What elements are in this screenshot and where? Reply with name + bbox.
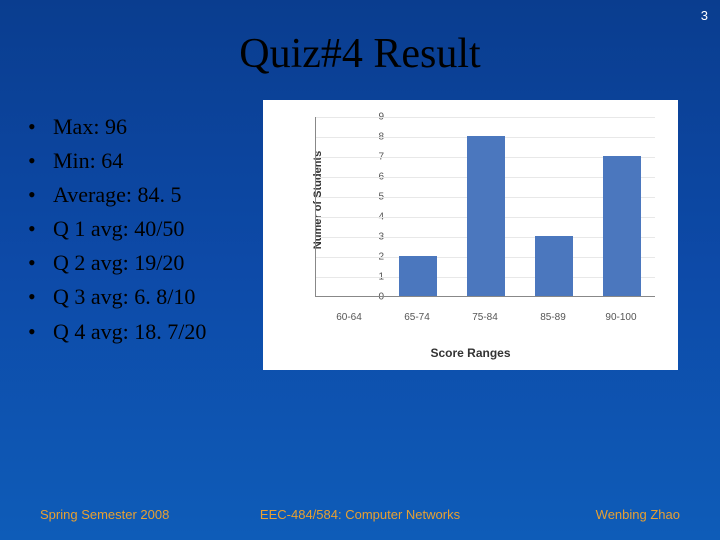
bullet-dot-icon: • [28,280,53,314]
page-title: Quiz#4 Result [0,30,720,78]
content-row: •Max: 96•Min: 64•Average: 84. 5•Q 1 avg:… [28,100,678,370]
bullet-dot-icon: • [28,144,53,178]
bullet-item: •Average: 84. 5 [28,178,253,212]
bullet-text: Max: 96 [53,110,127,144]
footer: Spring Semester 2008 EEC-484/584: Comput… [0,507,720,522]
plot-region [315,117,655,297]
bullet-item: •Q 2 avg: 19/20 [28,246,253,280]
bullet-item: •Q 3 avg: 6. 8/10 [28,280,253,314]
chart-area: 60-6465-7475-8485-8990-100 [315,112,655,312]
bullet-list: •Max: 96•Min: 64•Average: 84. 5•Q 1 avg:… [28,100,253,370]
bullet-text: Q 3 avg: 6. 8/10 [53,280,195,314]
footer-right: Wenbing Zhao [497,507,680,522]
bullet-item: •Q 1 avg: 40/50 [28,212,253,246]
histogram-chart: Numer of Students 0123456789 60-6465-747… [263,100,678,370]
x-tick-label: 90-100 [593,312,649,323]
bullet-dot-icon: • [28,110,53,144]
x-tick-label: 75-84 [457,312,513,323]
x-tick-label: 65-74 [389,312,445,323]
slide-number: 3 [701,8,708,23]
bullet-text: Q 1 avg: 40/50 [53,212,184,246]
footer-left: Spring Semester 2008 [40,507,223,522]
footer-center: EEC-484/584: Computer Networks [223,507,497,522]
bullet-dot-icon: • [28,212,53,246]
bullet-text: Min: 64 [53,144,123,178]
bar [467,136,505,296]
x-axis-label: Score Ranges [263,346,678,360]
bullet-dot-icon: • [28,178,53,212]
x-tick-label: 85-89 [525,312,581,323]
bullet-text: Average: 84. 5 [53,178,182,212]
bar [535,236,573,296]
bar [399,256,437,296]
bullet-item: •Max: 96 [28,110,253,144]
bullet-item: •Q 4 avg: 18. 7/20 [28,315,253,349]
bullet-dot-icon: • [28,315,53,349]
slide: 3 Quiz#4 Result •Max: 96•Min: 64•Average… [0,0,720,540]
x-tick-label: 60-64 [321,312,377,323]
bullet-item: •Min: 64 [28,144,253,178]
bar [603,156,641,296]
bullet-text: Q 4 avg: 18. 7/20 [53,315,206,349]
bullet-text: Q 2 avg: 19/20 [53,246,184,280]
bullet-dot-icon: • [28,246,53,280]
